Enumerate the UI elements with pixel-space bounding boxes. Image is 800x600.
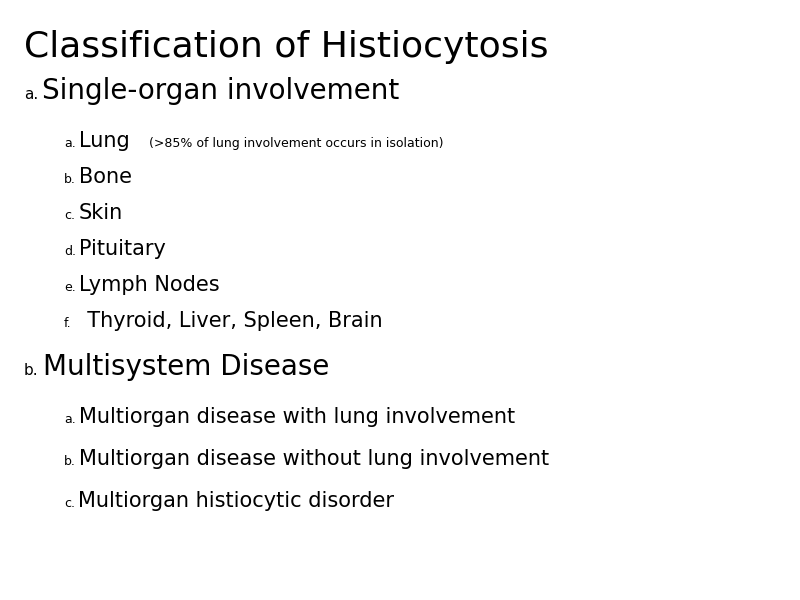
Text: c.: c. — [64, 209, 75, 222]
Text: b.: b. — [64, 455, 76, 468]
Text: Lymph Nodes: Lymph Nodes — [79, 275, 220, 295]
Text: Multisystem Disease: Multisystem Disease — [43, 353, 330, 381]
Text: c.: c. — [64, 497, 75, 510]
Text: a.: a. — [64, 137, 76, 150]
Text: Pituitary: Pituitary — [79, 239, 166, 259]
Text: b.: b. — [24, 363, 38, 378]
Text: e.: e. — [64, 281, 76, 294]
Text: a.: a. — [24, 87, 38, 102]
Text: Skin: Skin — [78, 203, 122, 223]
Text: Classification of Histiocytosis: Classification of Histiocytosis — [24, 30, 549, 64]
Text: d.: d. — [64, 245, 76, 258]
Text: Multiorgan disease with lung involvement: Multiorgan disease with lung involvement — [79, 407, 515, 427]
Text: a.: a. — [64, 413, 76, 426]
Text: (>85% of lung involvement occurs in isolation): (>85% of lung involvement occurs in isol… — [145, 137, 443, 150]
Text: Multiorgan histiocytic disorder: Multiorgan histiocytic disorder — [78, 491, 394, 511]
Text: Bone: Bone — [79, 167, 132, 187]
Text: Single-organ involvement: Single-organ involvement — [42, 77, 400, 105]
Text: Thyroid, Liver, Spleen, Brain: Thyroid, Liver, Spleen, Brain — [74, 311, 382, 331]
Text: Multiorgan disease without lung involvement: Multiorgan disease without lung involvem… — [79, 449, 550, 469]
Text: b.: b. — [64, 173, 76, 186]
Text: Lung: Lung — [79, 131, 130, 151]
Text: f.: f. — [64, 317, 72, 330]
